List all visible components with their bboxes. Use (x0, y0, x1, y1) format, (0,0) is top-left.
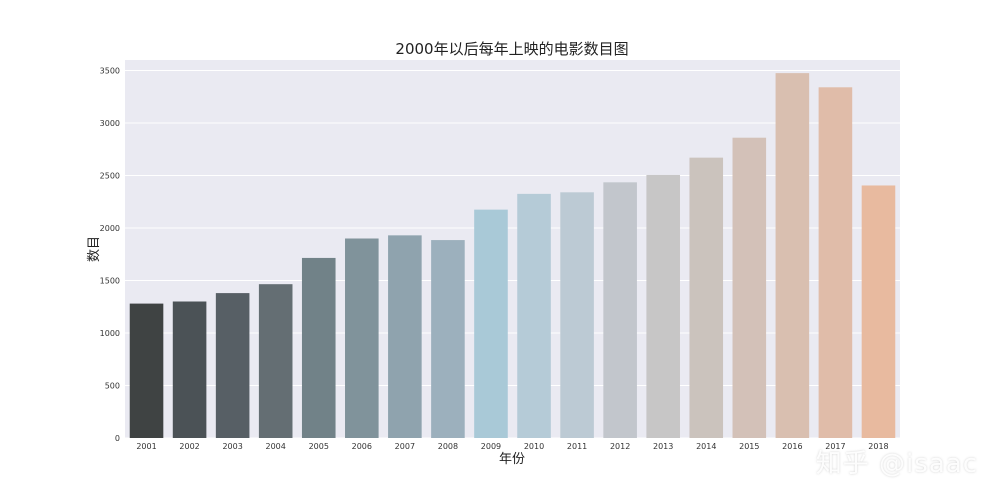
y-tick-label: 0 (115, 434, 120, 443)
x-tick-label: 2011 (567, 442, 587, 451)
bar-2009 (474, 209, 508, 438)
x-tick-label: 2004 (266, 442, 286, 451)
bar-2016 (775, 73, 810, 438)
bar-2018 (861, 185, 896, 438)
x-tick-label: 2016 (782, 442, 802, 451)
y-tick-label: 2000 (100, 224, 120, 233)
x-tick-label: 2017 (825, 442, 845, 451)
bar-2006 (345, 238, 379, 438)
x-tick-label: 2002 (179, 442, 199, 451)
bar-2007 (388, 235, 422, 438)
bar-2008 (431, 240, 465, 438)
y-tick-label: 2500 (100, 172, 120, 181)
x-tick-label: 2005 (309, 442, 329, 451)
x-tick-label: 2009 (481, 442, 501, 451)
y-tick-label: 3000 (100, 119, 120, 128)
bar-2012 (603, 182, 637, 438)
x-tick-label: 2008 (438, 442, 458, 451)
bar-2002 (172, 301, 207, 438)
x-axis-ticks: 2001 2002 2003 2004 2005 2006 2007 2008 2009 2010… (136, 442, 888, 451)
x-tick-label: 2012 (610, 442, 630, 451)
bar-2011 (560, 192, 594, 438)
x-tick-label: 2006 (352, 442, 372, 451)
x-tick-label: 2013 (653, 442, 673, 451)
gridlines (125, 70, 900, 439)
x-tick-label: 2001 (136, 442, 156, 451)
x-axis-title: 年份 (499, 452, 525, 467)
bar-2004 (258, 284, 293, 438)
bar-2001 (129, 303, 164, 438)
bar-2005 (301, 257, 336, 438)
x-tick-label: 2018 (868, 442, 888, 451)
y-axis-title: 数目 (87, 236, 102, 262)
x-tick-label: 2015 (739, 442, 759, 451)
y-axis-ticks: 0 500 1000 1500 2000 2500 3000 3500 (100, 67, 120, 444)
x-tick-label: 2003 (222, 442, 242, 451)
bar-2003 (215, 293, 250, 438)
bar-2013 (646, 174, 680, 438)
chart-title: 2000年以后每年上映的电影数目图 (395, 40, 628, 58)
y-tick-label: 1500 (100, 277, 120, 286)
bar-2014 (689, 157, 724, 438)
watermark: 知乎 @isaac (815, 449, 978, 479)
x-tick-label: 2010 (524, 442, 544, 451)
bars (129, 73, 896, 439)
bar-2017 (818, 87, 853, 439)
bar-2010 (517, 193, 551, 438)
y-tick-label: 3500 (100, 67, 120, 76)
x-tick-label: 2007 (395, 442, 415, 451)
bar-2015 (732, 137, 767, 438)
y-tick-label: 1000 (100, 329, 120, 338)
y-tick-label: 500 (105, 382, 120, 391)
x-tick-label: 2014 (696, 442, 716, 451)
